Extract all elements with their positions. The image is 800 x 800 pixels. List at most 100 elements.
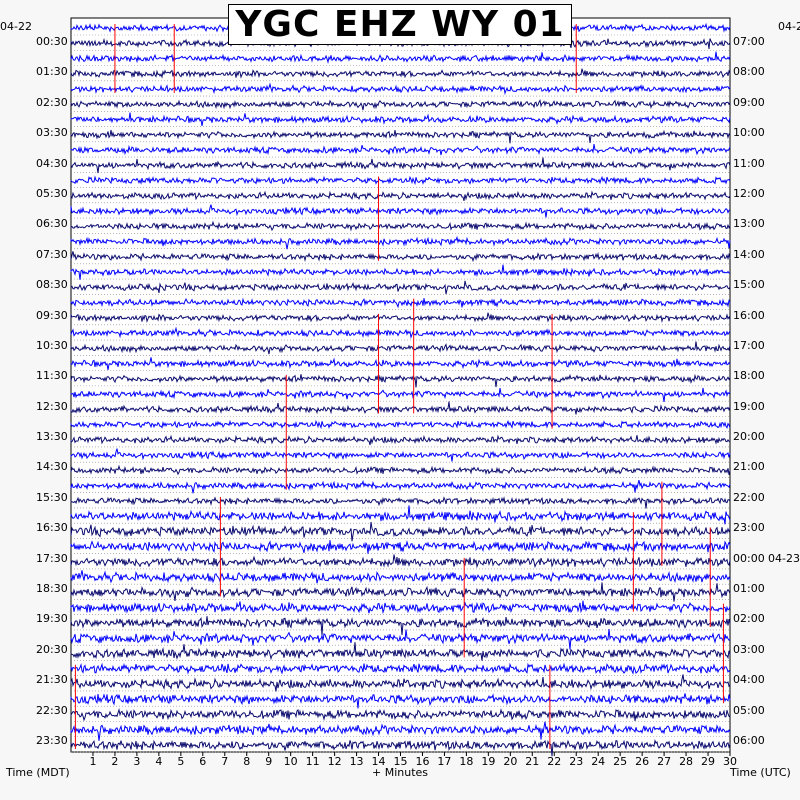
trace-line xyxy=(70,297,731,309)
left-time-label: 04:30 xyxy=(36,156,68,170)
right-time-label: 13:00 xyxy=(733,217,765,231)
trace-line xyxy=(70,157,731,174)
left-time-label: 17:30 xyxy=(36,551,68,565)
trace-line xyxy=(70,496,731,509)
left-time-label: 22:30 xyxy=(36,703,68,717)
trace-line xyxy=(70,419,731,430)
chart-title-box: YGC EHZ WY 01 xyxy=(228,4,572,45)
trace-line xyxy=(70,505,731,525)
x-tick-label: 5 xyxy=(177,755,184,768)
trace-line xyxy=(70,129,731,144)
left-axis-label: Time (MDT) xyxy=(6,766,70,779)
trace-line xyxy=(70,582,731,602)
right-time-label: 21:00 xyxy=(733,460,765,474)
right-time-label: 09:00 xyxy=(733,95,765,109)
left-time-label: 16:30 xyxy=(36,521,68,535)
trace-line xyxy=(70,51,731,64)
left-time-label: 00:30 xyxy=(36,35,68,48)
x-tick-label: 14 xyxy=(372,755,386,768)
trace-line xyxy=(70,540,731,554)
left-time-label: 14:30 xyxy=(36,460,68,474)
x-tick-label: 18 xyxy=(459,755,473,768)
trace-line xyxy=(70,264,731,280)
left-date-label: 04-22 xyxy=(0,20,32,33)
trace-line xyxy=(70,175,731,186)
trace-line xyxy=(70,629,731,650)
left-time-label: 08:30 xyxy=(36,278,68,292)
trace-line xyxy=(70,448,731,462)
left-time-label: 06:30 xyxy=(36,217,68,231)
trace-line xyxy=(70,464,731,476)
trace-line xyxy=(70,387,731,402)
x-tick-label: 29 xyxy=(701,755,715,768)
chart-title: YGC EHZ WY 01 xyxy=(235,4,565,45)
x-tick-label: 19 xyxy=(481,755,495,768)
trace-line xyxy=(70,235,731,250)
right-time-label: 11:00 xyxy=(733,156,765,170)
left-time-label: 21:30 xyxy=(36,673,68,687)
x-tick-label: 28 xyxy=(679,755,693,768)
trace-line xyxy=(70,190,731,202)
left-time-label: 23:30 xyxy=(36,734,68,747)
right-time-label: 10:00 xyxy=(733,126,765,140)
trace-line xyxy=(70,326,731,340)
right-time-label: 07:00 xyxy=(733,35,765,48)
left-time-label: 10:30 xyxy=(36,338,68,352)
left-time-label: 02:30 xyxy=(36,95,68,109)
left-time-label: 15:30 xyxy=(36,490,68,504)
left-time-label: 13:30 xyxy=(36,430,68,444)
x-tick-label: 11 xyxy=(306,755,320,768)
x-tick-label: 13 xyxy=(350,755,364,768)
x-tick-label: 3 xyxy=(133,755,140,768)
trace-line xyxy=(70,144,731,156)
left-time-label: 03:30 xyxy=(36,126,68,140)
left-time-label: 19:30 xyxy=(36,612,68,626)
event-markers xyxy=(74,24,724,749)
plot-background xyxy=(70,17,731,753)
right-time-label: 16:00 xyxy=(733,308,765,322)
x-tick-label: 30 xyxy=(723,755,737,768)
x-tick-label: 10 xyxy=(284,755,298,768)
trace-line xyxy=(70,707,731,722)
x-tick-label: 6 xyxy=(199,755,206,768)
trace-line xyxy=(70,570,731,584)
x-tick-label: 22 xyxy=(547,755,561,768)
right-time-label: 12:00 xyxy=(733,186,765,200)
trace-line xyxy=(70,738,731,757)
minute-grid xyxy=(71,34,730,753)
right-time-label: 00:00 xyxy=(733,551,765,565)
left-time-label: 07:30 xyxy=(36,247,68,261)
right-time-label: 04:00 xyxy=(733,673,765,687)
right-time-label: 15:00 xyxy=(733,278,765,292)
trace-line xyxy=(70,251,731,263)
right-time-label: 18:00 xyxy=(733,369,765,383)
trace-line xyxy=(70,312,731,323)
trace-line xyxy=(70,341,731,355)
trace-line xyxy=(70,479,731,494)
right-date-label: 04-23 xyxy=(768,551,800,565)
right-time-label: 19:00 xyxy=(733,399,765,413)
trace-line xyxy=(70,112,731,126)
x-tick-label: 15 xyxy=(394,755,408,768)
right-date-label-top: 04-22 xyxy=(778,20,800,33)
right-time-label: 22:00 xyxy=(733,490,765,504)
right-time-label: 02:00 xyxy=(733,612,765,626)
right-time-label: 06:00 xyxy=(733,734,765,747)
x-tick-label: 4 xyxy=(155,755,162,768)
x-tick-label: 25 xyxy=(613,755,627,768)
x-tick-label: 23 xyxy=(569,755,583,768)
x-tick-label: 20 xyxy=(503,755,517,768)
left-time-label: 11:30 xyxy=(36,369,68,383)
trace-line xyxy=(70,642,731,661)
x-tick-label: 16 xyxy=(415,755,429,768)
x-tick-label: 7 xyxy=(221,755,228,768)
left-time-label: 01:30 xyxy=(36,65,68,79)
x-tick-label: 17 xyxy=(437,755,451,768)
x-tick-label: 9 xyxy=(265,755,272,768)
trace-line xyxy=(70,82,731,96)
x-tick-label: 26 xyxy=(635,755,649,768)
right-time-label: 01:00 xyxy=(733,582,765,596)
right-time-label: 20:00 xyxy=(733,430,765,444)
x-tick-label: 21 xyxy=(525,755,539,768)
right-time-label: 23:00 xyxy=(733,521,765,535)
